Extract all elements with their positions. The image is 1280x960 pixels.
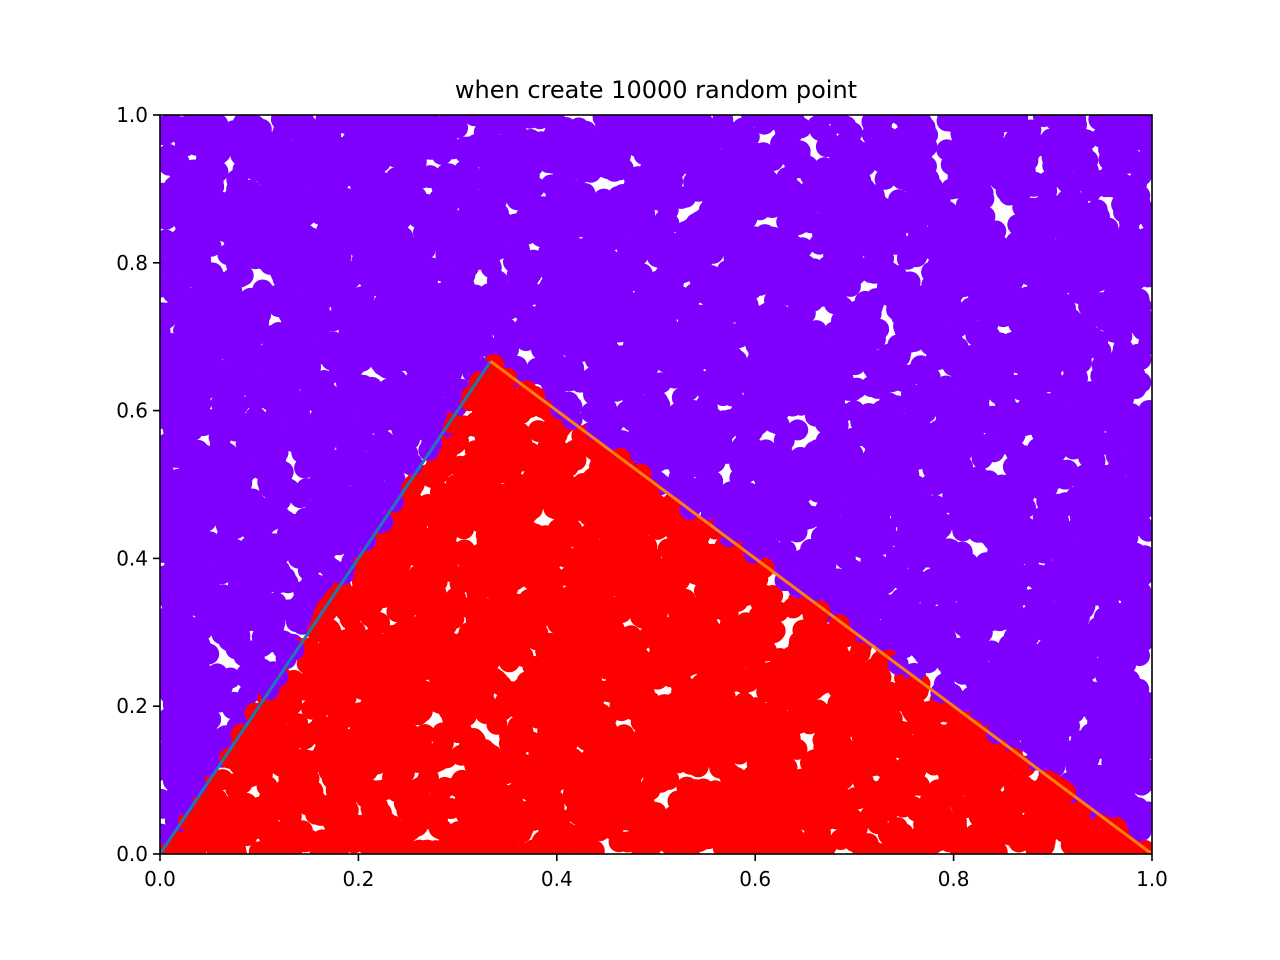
scatter-point <box>297 372 319 394</box>
scatter-point <box>198 643 220 665</box>
scatter-points <box>160 115 1152 854</box>
chart-title: when create 10000 random point <box>455 76 857 104</box>
scatter-point <box>759 115 780 131</box>
